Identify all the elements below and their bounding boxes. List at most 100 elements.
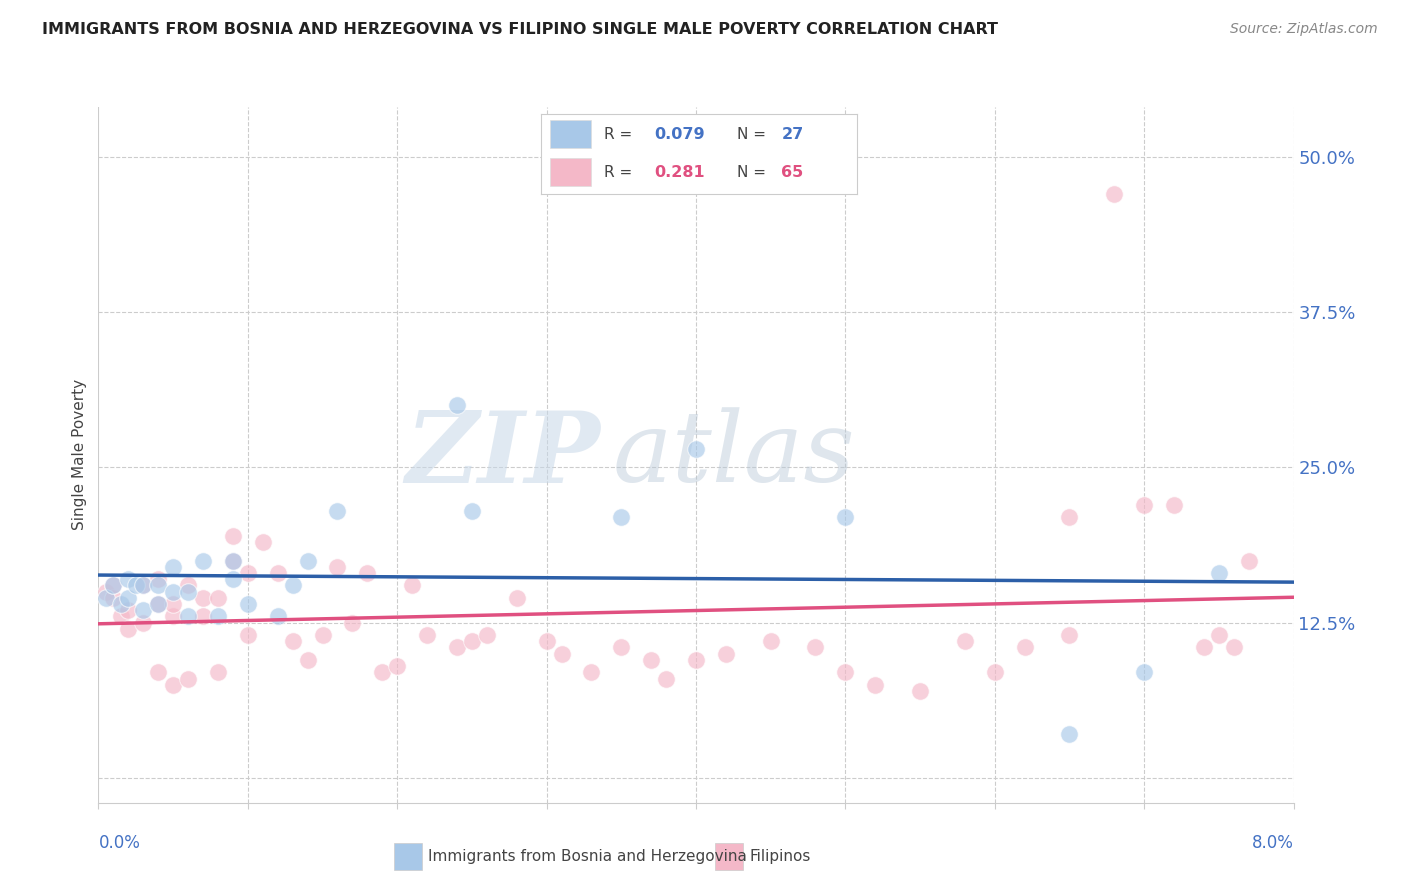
Point: [1014, 640, 1036, 655]
Point: [177, 578, 200, 592]
Point: [804, 640, 827, 655]
Point: [953, 634, 976, 648]
Point: [475, 628, 498, 642]
Point: [103, 591, 125, 605]
Point: [640, 653, 662, 667]
Bar: [716, 843, 744, 870]
Point: [326, 559, 349, 574]
Point: [222, 529, 245, 543]
Text: ZIP: ZIP: [405, 407, 600, 503]
Point: [1059, 510, 1081, 524]
Point: [222, 553, 245, 567]
Point: [908, 684, 931, 698]
Point: [834, 665, 856, 680]
Point: [191, 591, 214, 605]
Point: [1208, 628, 1230, 642]
Point: [267, 609, 290, 624]
Point: [132, 578, 155, 592]
Point: [834, 510, 856, 524]
Point: [461, 504, 484, 518]
Point: [1192, 640, 1215, 655]
Point: [759, 634, 782, 648]
Point: [1059, 628, 1081, 642]
Point: [162, 597, 184, 611]
Point: [550, 647, 572, 661]
Point: [162, 559, 184, 574]
Point: [94, 584, 117, 599]
Point: [281, 578, 304, 592]
Point: [297, 653, 319, 667]
Point: [236, 597, 259, 611]
Point: [207, 609, 229, 624]
Point: [401, 578, 423, 592]
Text: Filipinos: Filipinos: [749, 849, 811, 863]
Point: [132, 578, 155, 592]
Point: [685, 442, 707, 456]
Point: [267, 566, 290, 580]
Point: [1133, 665, 1156, 680]
Point: [148, 572, 170, 586]
Point: [148, 597, 170, 611]
Point: [162, 584, 184, 599]
Point: [356, 566, 378, 580]
Point: [685, 653, 707, 667]
Point: [103, 578, 125, 592]
Point: [207, 665, 229, 680]
Point: [385, 659, 409, 673]
Point: [326, 504, 349, 518]
Point: [110, 597, 132, 611]
Point: [610, 510, 633, 524]
Point: [117, 591, 139, 605]
Point: [148, 578, 170, 592]
Point: [94, 591, 117, 605]
Text: Immigrants from Bosnia and Herzegovina: Immigrants from Bosnia and Herzegovina: [427, 849, 747, 863]
Point: [1208, 566, 1230, 580]
Text: Source: ZipAtlas.com: Source: ZipAtlas.com: [1230, 22, 1378, 37]
Point: [117, 603, 139, 617]
Point: [236, 566, 259, 580]
Point: [446, 640, 468, 655]
Point: [311, 628, 333, 642]
Point: [1163, 498, 1185, 512]
Point: [1237, 553, 1260, 567]
Point: [461, 634, 484, 648]
Text: 0.0%: 0.0%: [98, 834, 141, 852]
Point: [207, 591, 229, 605]
Text: 8.0%: 8.0%: [1251, 834, 1294, 852]
Point: [148, 597, 170, 611]
Point: [983, 665, 1005, 680]
Point: [236, 628, 259, 642]
Point: [281, 634, 304, 648]
Point: [446, 398, 468, 412]
Point: [117, 572, 139, 586]
Point: [610, 640, 633, 655]
Point: [177, 672, 200, 686]
Point: [222, 572, 245, 586]
Text: IMMIGRANTS FROM BOSNIA AND HERZEGOVINA VS FILIPINO SINGLE MALE POVERTY CORRELATI: IMMIGRANTS FROM BOSNIA AND HERZEGOVINA V…: [42, 22, 998, 37]
Point: [655, 672, 678, 686]
Point: [177, 609, 200, 624]
Point: [714, 647, 737, 661]
Point: [581, 665, 603, 680]
Point: [416, 628, 439, 642]
Point: [342, 615, 364, 630]
Point: [863, 678, 886, 692]
Point: [117, 622, 139, 636]
Point: [297, 553, 319, 567]
Point: [1222, 640, 1246, 655]
Y-axis label: Single Male Poverty: Single Male Poverty: [72, 379, 87, 531]
Point: [110, 609, 132, 624]
Point: [252, 534, 274, 549]
Point: [162, 609, 184, 624]
Point: [191, 553, 214, 567]
Point: [125, 578, 148, 592]
Point: [191, 609, 214, 624]
Text: atlas: atlas: [612, 408, 855, 502]
Point: [1133, 498, 1156, 512]
Bar: [394, 843, 422, 870]
Point: [222, 553, 245, 567]
Point: [162, 678, 184, 692]
Point: [371, 665, 394, 680]
Point: [132, 603, 155, 617]
Point: [148, 665, 170, 680]
